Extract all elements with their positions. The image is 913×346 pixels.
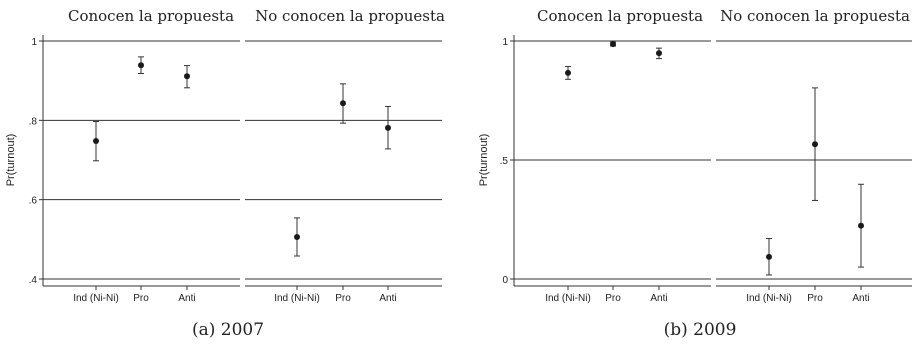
fig1-panel1-point-0 — [93, 137, 99, 144]
fig1-panel2-point-2 — [385, 124, 391, 131]
fig1-panel1-x-tick-label-2: Anti — [178, 293, 195, 304]
fig1-y-tick-label-0: .4 — [29, 275, 38, 286]
fig2-panel1-x-tick-label-0: Ind (Ni-Ni) — [545, 293, 591, 304]
fig2-panel2-title: No conocen la propuesta — [720, 7, 910, 25]
fig2-panel2-point-0 — [766, 253, 772, 260]
fig1-panel1-x-tick-label-1: Pro — [133, 293, 149, 304]
fig2-panel2-point-1 — [812, 141, 818, 148]
fig1-panel2-title: No conocen la propuesta — [255, 7, 445, 25]
fig2-panel2-x-tick-label-2: Anti — [852, 293, 869, 304]
fig2-panel2-x-tick-label-0: Ind (Ni-Ni) — [746, 293, 792, 304]
fig1-panel1-point-1 — [138, 62, 144, 69]
fig1-panel2-x-tick-label-0: Ind (Ni-Ni) — [274, 293, 320, 304]
fig2-panel2-x-tick-label-1: Pro — [807, 293, 823, 304]
fig1-panel1-title: Conocen la propuesta — [68, 7, 234, 25]
fig1-y-axis-title: Pr(turnout) — [5, 134, 17, 187]
fig1-panel2-point-0 — [294, 233, 300, 240]
fig2-panel1-point-2 — [656, 50, 662, 57]
fig2-panel1-point-1 — [610, 41, 616, 48]
fig1-panel2-x-tick-label-2: Anti — [379, 293, 396, 304]
fig2-y-axis-title: Pr(turnout) — [478, 134, 490, 187]
fig1-y-tick-label-3: 1 — [31, 37, 37, 48]
fig1-caption: (a) 2007 — [192, 320, 264, 340]
fig2-panel2-point-2 — [858, 222, 864, 229]
fig2-caption: (b) 2009 — [664, 320, 737, 340]
fig1-panel1-x-tick-label-0: Ind (Ni-Ni) — [73, 293, 119, 304]
fig2-panel1-point-0 — [565, 69, 571, 76]
fig2-y-tick-label-0: 0 — [502, 275, 508, 286]
fig1-y-tick-label-2: .8 — [29, 116, 38, 127]
fig1-panel2-point-1 — [340, 100, 346, 107]
fig2-y-tick-label-2: 1 — [502, 37, 508, 48]
fig1-panel2-x-tick-label-1: Pro — [335, 293, 351, 304]
fig1-panel1-point-2 — [184, 73, 190, 80]
fig2-panel1-x-tick-label-1: Pro — [605, 293, 621, 304]
fig2-panel1-x-tick-label-2: Anti — [650, 293, 667, 304]
fig2-y-tick-label-1: .5 — [500, 156, 509, 167]
fig1-y-tick-label-1: .6 — [29, 196, 38, 207]
fig2-panel1-title: Conocen la propuesta — [537, 7, 703, 25]
